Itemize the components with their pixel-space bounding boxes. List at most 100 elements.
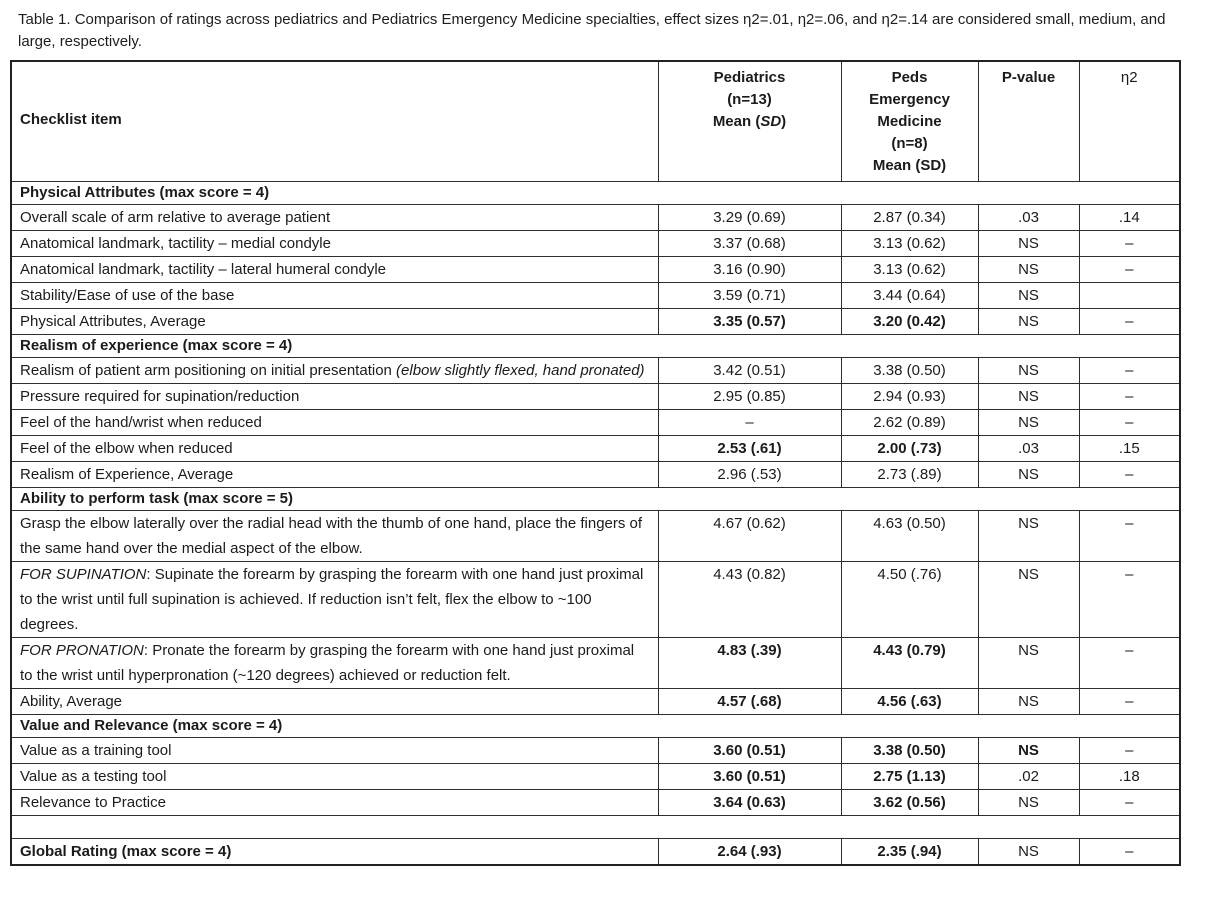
pediatrics-mean-cell: –	[657, 409, 842, 436]
ratings-table: Checklist item Pediatrics (n=13) Mean (SD)…	[10, 60, 1181, 866]
checklist-item-cell: Realism of Experience, Average	[10, 461, 659, 488]
pediatrics-mean-cell: 3.37 (0.68)	[657, 230, 842, 257]
eta-squared-cell: –	[1078, 308, 1181, 335]
p-value-cell: NS	[977, 688, 1080, 715]
ratings-table-header: Checklist item Pediatrics (n=13) Mean (SD)…	[10, 60, 1181, 182]
p-value-cell: NS	[977, 461, 1080, 488]
checklist-item-cell: Grasp the elbow laterally over the radia…	[10, 510, 659, 562]
section-row: Value and Relevance (max score = 4)	[10, 714, 1181, 738]
p-value-cell: NS	[977, 637, 1080, 689]
p-value-cell: NS	[977, 789, 1080, 816]
pediatrics-mean-cell: 2.53 (.61)	[657, 435, 842, 462]
pediatrics-mean-cell: 3.16 (0.90)	[657, 256, 842, 283]
p-value-column-header: P-value	[977, 60, 1080, 182]
item-row: Realism of patient arm positioning on in…	[10, 357, 1181, 384]
pediatrics-mean-cell: 3.59 (0.71)	[657, 282, 842, 309]
item-row: Global Rating (max score = 4) 2.64 (.93) 2…	[10, 838, 1181, 866]
peds-em-column-header: Peds Emergency Medicine (n=8) Mean (SD)	[840, 60, 979, 182]
spacer-cell	[10, 815, 1181, 839]
item-row: Value as a training tool 3.60 (0.51) 3.38 …	[10, 737, 1181, 764]
item-row: Grasp the elbow laterally over the radia…	[10, 510, 1181, 562]
peds-em-mean-cell: 4.63 (0.50)	[840, 510, 979, 562]
item-row: Anatomical landmark, tactility – medial …	[10, 230, 1181, 257]
eta-squared-cell: –	[1078, 838, 1181, 866]
peds-em-mean-cell: 2.35 (.94)	[840, 838, 979, 866]
pediatrics-mean-cell: 3.35 (0.57)	[657, 308, 842, 335]
item-row: FOR PRONATION: Pronate the forearm by gr…	[10, 637, 1181, 689]
eta-squared-cell: .14	[1078, 204, 1181, 231]
eta-squared-cell: –	[1078, 230, 1181, 257]
pediatrics-column-header: Pediatrics (n=13) Mean (SD)	[657, 60, 842, 182]
eta-squared-cell: –	[1078, 461, 1181, 488]
item-row: Ability, Average 4.57 (.68) 4.56 (.63) NS –	[10, 688, 1181, 715]
eta-squared-cell: –	[1078, 510, 1181, 562]
checklist-item-cell: Feel of the hand/wrist when reduced	[10, 409, 659, 436]
pediatrics-mean-cell: 4.67 (0.62)	[657, 510, 842, 562]
item-row: Pressure required for supination/reducti…	[10, 383, 1181, 410]
section-row: Physical Attributes (max score = 4)	[10, 181, 1181, 205]
p-value-cell: NS	[977, 838, 1080, 866]
peds-em-mean-cell: 4.50 (.76)	[840, 561, 979, 638]
pediatrics-mean-cell: 3.60 (0.51)	[657, 763, 842, 790]
item-row: Feel of the elbow when reduced 2.53 (.61)…	[10, 435, 1181, 462]
pediatrics-mean-cell: 4.83 (.39)	[657, 637, 842, 689]
p-value-cell: NS	[977, 383, 1080, 410]
item-row: Realism of Experience, Average 2.96 (.53)…	[10, 461, 1181, 488]
checklist-item-cell: Realism of patient arm positioning on in…	[10, 357, 659, 384]
peds-em-mean-cell: 3.13 (0.62)	[840, 256, 979, 283]
pediatrics-mean-cell: 2.96 (.53)	[657, 461, 842, 488]
checklist-item-cell: Anatomical landmark, tactility – medial …	[10, 230, 659, 257]
eta-squared-cell: .18	[1078, 763, 1181, 790]
p-value-cell: NS	[977, 282, 1080, 309]
eta-squared-column-header: η2	[1078, 60, 1181, 182]
eta-squared-cell: –	[1078, 383, 1181, 410]
checklist-item-cell: FOR SUPINATION: Supinate the forearm by …	[10, 561, 659, 638]
section-label: Realism of experience (max score = 4)	[10, 334, 1181, 358]
checklist-item-cell: Stability/Ease of use of the base	[10, 282, 659, 309]
pediatrics-mean-cell: 2.64 (.93)	[657, 838, 842, 866]
peds-em-mean-cell: 2.62 (0.89)	[840, 409, 979, 436]
pediatrics-mean-cell: 3.64 (0.63)	[657, 789, 842, 816]
eta-squared-cell: –	[1078, 737, 1181, 764]
p-value-cell: .02	[977, 763, 1080, 790]
eta-squared-cell: –	[1078, 357, 1181, 384]
pediatrics-mean-cell: 3.42 (0.51)	[657, 357, 842, 384]
peds-em-mean-cell: 2.75 (1.13)	[840, 763, 979, 790]
p-value-cell: .03	[977, 204, 1080, 231]
item-row: Feel of the hand/wrist when reduced –2.62…	[10, 409, 1181, 436]
item-row: Relevance to Practice 3.64 (0.63) 3.62 (0.…	[10, 789, 1181, 816]
peds-em-mean-cell: 4.43 (0.79)	[840, 637, 979, 689]
peds-em-mean-cell: 2.87 (0.34)	[840, 204, 979, 231]
checklist-item-cell: Overall scale of arm relative to average…	[10, 204, 659, 231]
checklist-item-cell: Value as a training tool	[10, 737, 659, 764]
peds-em-mean-cell: 4.56 (.63)	[840, 688, 979, 715]
section-label: Physical Attributes (max score = 4)	[10, 181, 1181, 205]
eta-squared-cell: –	[1078, 561, 1181, 638]
pediatrics-mean-cell: 3.29 (0.69)	[657, 204, 842, 231]
peds-em-mean-cell: 2.94 (0.93)	[840, 383, 979, 410]
table-caption: Table 1. Comparison of ratings across pe…	[18, 11, 1166, 50]
p-value-cell: NS	[977, 409, 1080, 436]
eta-squared-cell: –	[1078, 789, 1181, 816]
peds-em-mean-cell: 3.13 (0.62)	[840, 230, 979, 257]
peds-em-mean-cell: 3.20 (0.42)	[840, 308, 979, 335]
p-value-cell: .03	[977, 435, 1080, 462]
checklist-item-cell: FOR PRONATION: Pronate the forearm by gr…	[10, 637, 659, 689]
section-row: Realism of experience (max score = 4)	[10, 334, 1181, 358]
p-value-cell: NS	[977, 561, 1080, 638]
peds-em-mean-cell: 3.62 (0.56)	[840, 789, 979, 816]
eta-squared-cell: –	[1078, 409, 1181, 436]
section-row: Ability to perform task (max score = 5)	[10, 487, 1181, 511]
ratings-table-body: Physical Attributes (max score = 4) Overa…	[10, 181, 1181, 866]
pediatrics-mean-cell: 4.57 (.68)	[657, 688, 842, 715]
peds-em-mean-cell: 3.38 (0.50)	[840, 737, 979, 764]
pediatrics-mean-cell: 2.95 (0.85)	[657, 383, 842, 410]
pediatrics-mean-cell: 3.60 (0.51)	[657, 737, 842, 764]
peds-em-mean-cell: 3.38 (0.50)	[840, 357, 979, 384]
checklist-item-cell: Anatomical landmark, tactility – lateral…	[10, 256, 659, 283]
checklist-column-header: Checklist item	[10, 60, 659, 182]
checklist-item-cell: Relevance to Practice	[10, 789, 659, 816]
item-row: Value as a testing tool 3.60 (0.51) 2.75 (…	[10, 763, 1181, 790]
checklist-item-cell: Ability, Average	[10, 688, 659, 715]
item-row: Overall scale of arm relative to average…	[10, 204, 1181, 231]
